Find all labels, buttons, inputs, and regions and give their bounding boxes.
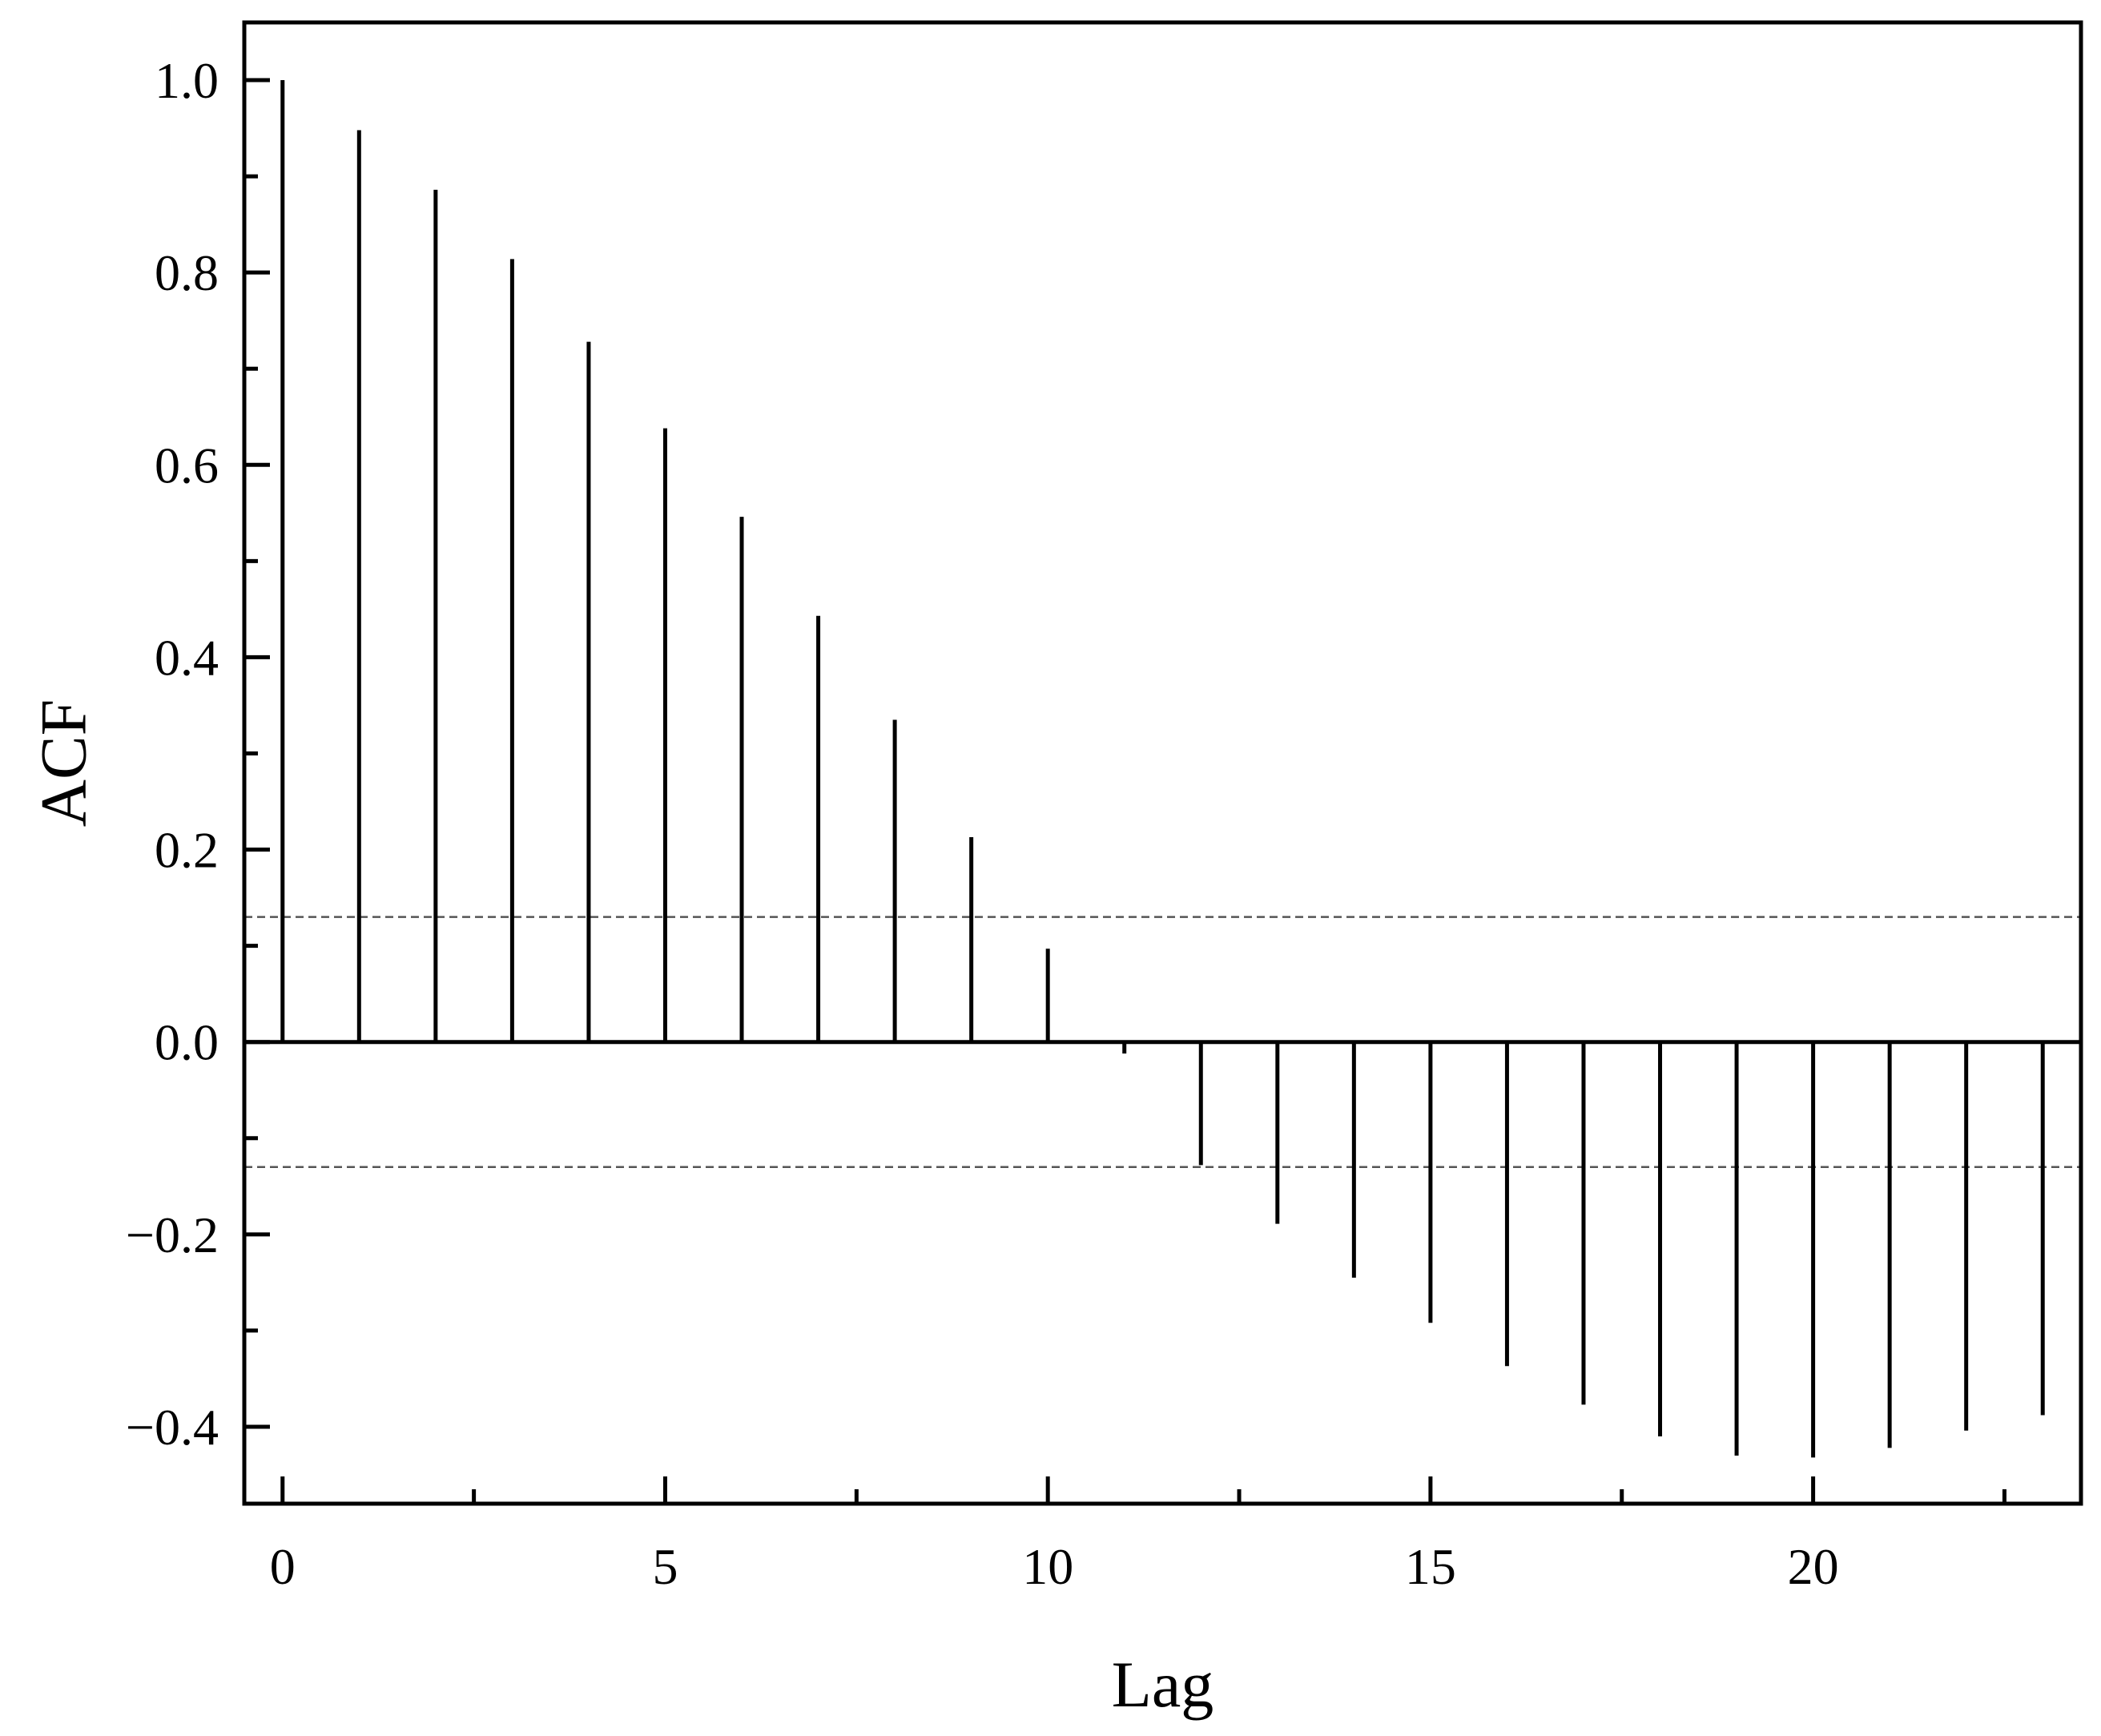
confidence-bounds xyxy=(244,916,2081,1169)
y-tick-label: 1.0 xyxy=(155,52,219,109)
y-axis-title: ACF xyxy=(27,699,100,828)
acf-stems xyxy=(280,80,2045,1458)
y-tick-label: 0.6 xyxy=(155,437,219,493)
y-tick-label: 0.0 xyxy=(155,1014,219,1071)
x-tick-label: 20 xyxy=(1788,1538,1839,1595)
plot-frame xyxy=(242,20,2083,1506)
axis-ticks xyxy=(244,78,2006,1504)
y-tick-label: 0.4 xyxy=(155,629,219,686)
y-tick-label: 0.8 xyxy=(155,244,219,301)
x-tick-label: 10 xyxy=(1022,1538,1073,1595)
y-tick-label: 0.2 xyxy=(155,822,219,879)
tick-labels: 0 5 10 15 20 −0.4 −0.2 0.0 0.2 0.4 0.6 0.8 1.0 xyxy=(126,52,1839,1595)
x-tick-label: 5 xyxy=(652,1538,678,1595)
x-tick-label: 0 xyxy=(270,1538,296,1595)
y-tick-label: −0.2 xyxy=(126,1206,219,1263)
x-tick-label: 15 xyxy=(1405,1538,1456,1595)
y-tick-label: −0.4 xyxy=(126,1399,219,1456)
x-axis-title: Lag xyxy=(1112,1648,1214,1721)
